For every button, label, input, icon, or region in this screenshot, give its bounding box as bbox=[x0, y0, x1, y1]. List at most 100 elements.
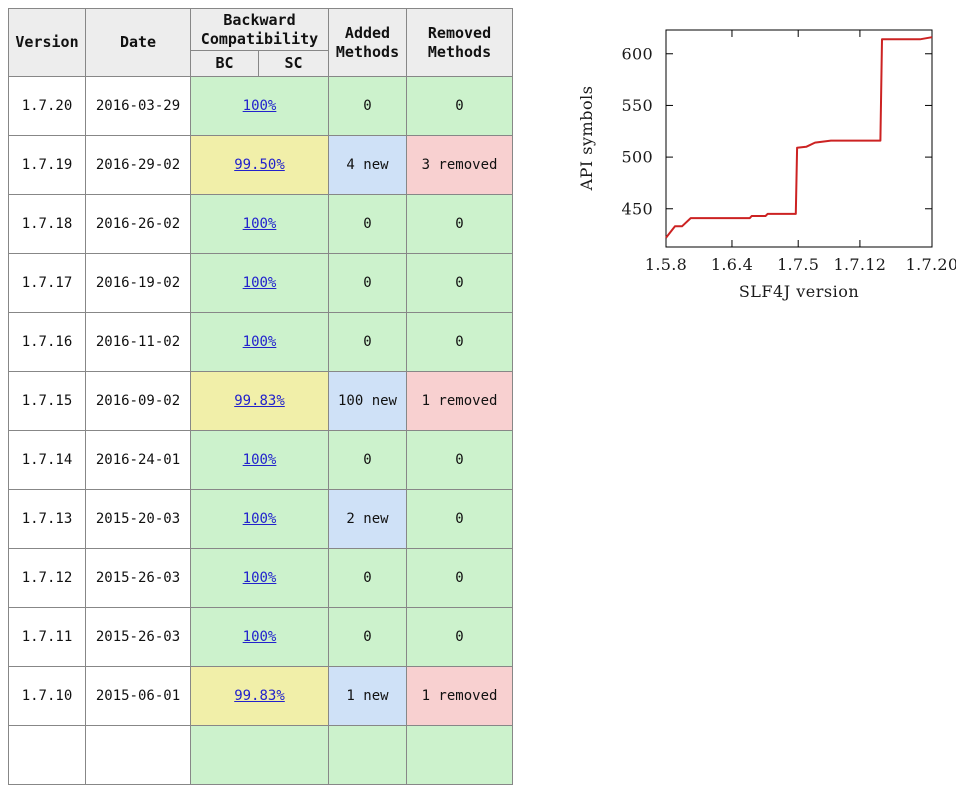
bc-cell: 100% bbox=[190, 194, 329, 254]
removed-methods-cell: 0 bbox=[406, 430, 513, 490]
col-header-added-methods: Added Methods bbox=[328, 8, 407, 77]
added-methods-cell bbox=[328, 725, 407, 785]
added-methods-cell: 0 bbox=[328, 607, 407, 667]
date-cell bbox=[85, 725, 191, 785]
table-row: 1.7.15 2016-09-02 99.83% 100 new 1 removed bbox=[8, 371, 513, 431]
table-row: 1.7.20 2016-03-29 100% 0 0 bbox=[8, 76, 513, 136]
added-methods-cell: 0 bbox=[328, 194, 407, 254]
version-cell: 1.7.18 bbox=[8, 194, 86, 254]
x-tick-label: 1.7.20 bbox=[906, 255, 956, 274]
removed-methods-cell: 1 removed bbox=[406, 371, 513, 431]
bc-cell: 100% bbox=[190, 253, 329, 313]
y-axis-label: API symbols bbox=[577, 86, 596, 192]
bc-cell: 100% bbox=[190, 607, 329, 667]
date-cell: 2016-26-02 bbox=[85, 194, 191, 254]
y-tick-label: 450 bbox=[622, 199, 653, 218]
date-cell: 2015-26-03 bbox=[85, 607, 191, 667]
version-cell: 1.7.20 bbox=[8, 76, 86, 136]
y-tick-label: 600 bbox=[622, 44, 653, 63]
removed-methods-cell: 0 bbox=[406, 253, 513, 313]
y-ticks: 450 500 550 600 bbox=[622, 44, 932, 218]
table-row: 1.7.17 2016-19-02 100% 0 0 bbox=[8, 253, 513, 313]
table-row: 1.7.10 2015-06-01 99.83% 1 new 1 removed bbox=[8, 666, 513, 726]
bc-percentage-link[interactable]: 100% bbox=[242, 452, 277, 468]
bc-percentage-link[interactable]: 100% bbox=[242, 275, 277, 291]
y-tick-label: 500 bbox=[622, 148, 653, 167]
table-row bbox=[8, 725, 513, 785]
bc-cell: 100% bbox=[190, 489, 329, 549]
col-header-date: Date bbox=[85, 8, 191, 77]
version-cell bbox=[8, 725, 86, 785]
bc-percentage-link[interactable]: 100% bbox=[242, 334, 277, 350]
bc-cell: 99.83% bbox=[190, 371, 329, 431]
table-body: 1.7.20 2016-03-29 100% 0 0 1.7.19 2016-29-02 99… bbox=[8, 76, 513, 785]
bc-percentage-link[interactable]: 100% bbox=[242, 216, 277, 232]
bc-cell: 99.50% bbox=[190, 135, 329, 195]
bc-cell: 100% bbox=[190, 430, 329, 490]
version-cell: 1.7.15 bbox=[8, 371, 86, 431]
version-cell: 1.7.11 bbox=[8, 607, 86, 667]
bc-cell: 100% bbox=[190, 76, 329, 136]
date-cell: 2016-09-02 bbox=[85, 371, 191, 431]
x-tick-label: 1.7.5 bbox=[777, 255, 819, 274]
bc-cell: 99.83% bbox=[190, 666, 329, 726]
bc-percentage-link[interactable]: 100% bbox=[242, 98, 277, 114]
x-tick-label: 1.6.4 bbox=[711, 255, 753, 274]
table-row: 1.7.14 2016-24-01 100% 0 0 bbox=[8, 430, 513, 490]
bc-percentage-link[interactable]: 99.83% bbox=[234, 688, 285, 704]
x-ticks: 1.5.8 1.6.4 1.7.5 1.7.12 1.7.20 bbox=[645, 30, 956, 274]
col-header-bc: BC bbox=[190, 50, 259, 77]
added-methods-cell: 2 new bbox=[328, 489, 407, 549]
table-row: 1.7.12 2015-26-03 100% 0 0 bbox=[8, 548, 513, 608]
bc-percentage-link[interactable]: 99.50% bbox=[234, 157, 285, 173]
version-cell: 1.7.10 bbox=[8, 666, 86, 726]
table-row: 1.7.11 2015-26-03 100% 0 0 bbox=[8, 607, 513, 667]
date-cell: 2016-19-02 bbox=[85, 253, 191, 313]
version-cell: 1.7.13 bbox=[8, 489, 86, 549]
table-row: 1.7.19 2016-29-02 99.50% 4 new 3 removed bbox=[8, 135, 513, 195]
added-methods-cell: 0 bbox=[328, 253, 407, 313]
series-line bbox=[665, 36, 933, 239]
added-methods-cell: 0 bbox=[328, 548, 407, 608]
removed-methods-cell: 0 bbox=[406, 312, 513, 372]
date-cell: 2015-20-03 bbox=[85, 489, 191, 549]
table-header: Version Date Backward Compatibility Adde… bbox=[8, 8, 513, 77]
date-cell: 2015-26-03 bbox=[85, 548, 191, 608]
added-methods-cell: 0 bbox=[328, 312, 407, 372]
removed-methods-cell: 1 removed bbox=[406, 666, 513, 726]
version-cell: 1.7.14 bbox=[8, 430, 86, 490]
bc-cell: 100% bbox=[190, 312, 329, 372]
added-methods-cell: 0 bbox=[328, 430, 407, 490]
added-methods-cell: 1 new bbox=[328, 666, 407, 726]
table-row: 1.7.18 2016-26-02 100% 0 0 bbox=[8, 194, 513, 254]
version-cell: 1.7.16 bbox=[8, 312, 86, 372]
date-cell: 2016-11-02 bbox=[85, 312, 191, 372]
x-axis-label: SLF4J version bbox=[739, 282, 859, 301]
added-methods-cell: 4 new bbox=[328, 135, 407, 195]
removed-methods-cell: 0 bbox=[406, 548, 513, 608]
date-cell: 2016-03-29 bbox=[85, 76, 191, 136]
removed-methods-cell: 0 bbox=[406, 607, 513, 667]
bc-percentage-link[interactable]: 99.83% bbox=[234, 393, 285, 409]
date-cell: 2016-29-02 bbox=[85, 135, 191, 195]
date-cell: 2016-24-01 bbox=[85, 430, 191, 490]
removed-methods-cell: 0 bbox=[406, 489, 513, 549]
col-header-version: Version bbox=[8, 8, 86, 77]
bc-percentage-link[interactable]: 100% bbox=[242, 511, 277, 527]
plot-border bbox=[665, 29, 933, 248]
bc-cell: 100% bbox=[190, 548, 329, 608]
version-cell: 1.7.17 bbox=[8, 253, 86, 313]
x-tick-label: 1.5.8 bbox=[645, 255, 687, 274]
date-cell: 2015-06-01 bbox=[85, 666, 191, 726]
bc-percentage-link[interactable]: 100% bbox=[242, 629, 277, 645]
table-row: 1.7.13 2015-20-03 100% 2 new 0 bbox=[8, 489, 513, 549]
col-header-sc: SC bbox=[258, 50, 329, 77]
removed-methods-cell: 3 removed bbox=[406, 135, 513, 195]
removed-methods-cell: 0 bbox=[406, 194, 513, 254]
x-tick-label: 1.7.12 bbox=[834, 255, 887, 274]
bc-percentage-link[interactable]: 100% bbox=[242, 570, 277, 586]
version-cell: 1.7.19 bbox=[8, 135, 86, 195]
bc-cell bbox=[190, 725, 329, 785]
version-cell: 1.7.12 bbox=[8, 548, 86, 608]
api-symbols-chart: 450 500 550 600 1.5.8 1.6.4 1.7.5 1.7.12 1.7.20… bbox=[577, 29, 956, 301]
